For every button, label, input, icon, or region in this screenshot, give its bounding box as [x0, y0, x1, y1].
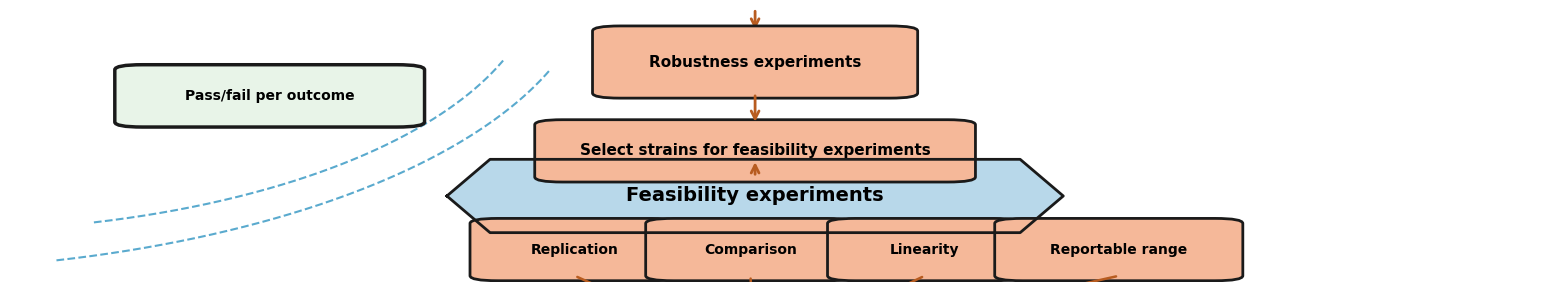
- FancyBboxPatch shape: [470, 218, 680, 281]
- Text: Reportable range: Reportable range: [1049, 243, 1188, 257]
- Text: Select strains for feasibility experiments: Select strains for feasibility experimen…: [579, 143, 931, 158]
- Text: Replication: Replication: [530, 243, 619, 257]
- FancyBboxPatch shape: [646, 218, 855, 281]
- Text: Pass/fail per outcome: Pass/fail per outcome: [185, 89, 354, 103]
- Polygon shape: [447, 159, 1063, 233]
- FancyBboxPatch shape: [994, 218, 1242, 281]
- FancyBboxPatch shape: [535, 120, 975, 182]
- FancyBboxPatch shape: [828, 218, 1022, 281]
- Text: Linearity: Linearity: [889, 243, 960, 257]
- FancyBboxPatch shape: [592, 26, 917, 98]
- Text: Comparison: Comparison: [704, 243, 797, 257]
- Text: Feasibility experiments: Feasibility experiments: [626, 186, 885, 206]
- FancyBboxPatch shape: [114, 65, 424, 127]
- Text: Robustness experiments: Robustness experiments: [649, 54, 861, 70]
